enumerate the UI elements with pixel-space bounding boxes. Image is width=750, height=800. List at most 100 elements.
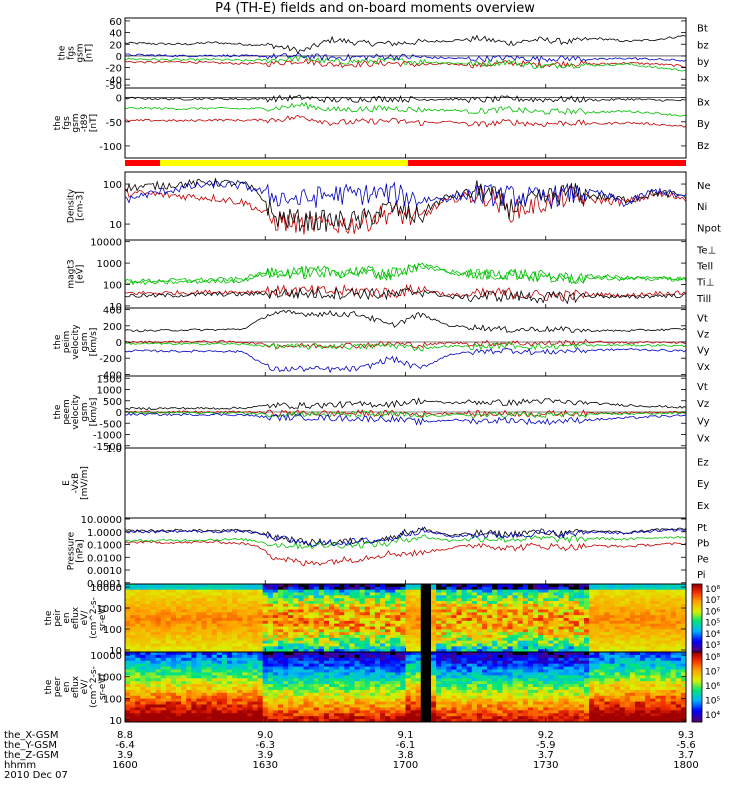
y-axis-label: -t89: [80, 114, 90, 133]
y-axis-label: fgs: [67, 46, 77, 60]
y-axis-label: sr-eV): [98, 674, 108, 700]
y-tick-label: -50: [106, 81, 122, 92]
panel-frame: [124, 171, 687, 241]
y-axis-label: en: [62, 681, 72, 692]
y-tick-label: 10: [109, 646, 122, 657]
y-tick-label: 1000: [97, 386, 122, 397]
y-tick-label: 400: [103, 306, 122, 317]
y-axis-label: en: [62, 612, 72, 623]
y-tick-label: -500: [99, 419, 122, 430]
series-line-npot: [125, 180, 686, 209]
series-line-te: [125, 283, 686, 302]
x-tick-label: 3.7: [678, 750, 694, 761]
colorbar-tick-label: 10⁴: [705, 630, 720, 640]
y-axis-label: [cm-3]: [76, 191, 86, 221]
legend-label: Ni: [697, 202, 707, 213]
legend-label: Ti⊥: [696, 278, 714, 289]
panel-peer-en-eflux: 10⁸ 10⁷ 10⁶ 10⁵ 10⁴ 10000 1000 100 10 the peer en ef…: [44, 651, 720, 727]
series-line-vy: [125, 342, 686, 352]
y-axis-label: the: [44, 610, 54, 625]
x-tick-label: 3.9: [257, 750, 273, 761]
y-tick-label: -400: [99, 370, 122, 381]
legend-label: Vy: [697, 416, 710, 427]
colorbar: 10⁸ 10⁷ 10⁶ 10⁵ 10⁴: [691, 651, 720, 723]
legend-label: Ne: [697, 181, 711, 192]
legend-label: Vz: [697, 399, 709, 410]
panel-pressure: Pt Pb Pe Pi 10.0000 1.0000 0.10000.0100 0.0010 0…: [67, 515, 710, 590]
y-axis-label: [nT]: [85, 44, 95, 62]
y-axis-label: (cm^2-s-: [89, 597, 99, 639]
y-tick-label: -100: [99, 142, 122, 153]
series-line-bz: [125, 114, 686, 128]
x-tick-label: 1600: [112, 760, 137, 771]
y-tick-label: -200: [99, 354, 122, 365]
colorbar-tick-label: 10⁶: [705, 607, 720, 617]
x-axis-row-label: hhmm: [4, 760, 36, 771]
series-line-pt: [125, 526, 686, 546]
y-axis-label: peem: [62, 399, 72, 425]
panel-frame: [124, 447, 687, 519]
y-axis-label: eflux: [71, 675, 81, 698]
y-tick-label: 0.0100: [87, 553, 122, 564]
y-axis-label: peim: [62, 331, 72, 354]
y-tick-label: 10: [109, 220, 122, 231]
x-tick-label: 3.8: [398, 750, 414, 761]
legend-label: Bt: [697, 24, 708, 35]
y-axis-label: [eV]: [76, 265, 86, 284]
y-axis-label: [mV/m]: [80, 466, 90, 500]
y-tick-label: -1500: [93, 442, 122, 453]
colorbar-tick-label: 10⁷: [705, 668, 720, 678]
panel-frame: [124, 17, 687, 89]
y-tick-label: 1000: [97, 604, 122, 615]
legend-label: Pt: [697, 523, 707, 534]
series-line-vt: [125, 309, 686, 333]
y-tick-label: 60: [109, 17, 122, 28]
colorbar-tick-label: 10⁶: [705, 682, 720, 692]
series-line-vt: [125, 397, 686, 411]
y-axis-label: the: [53, 334, 63, 349]
y-axis-label: the: [58, 45, 68, 60]
y-tick-label: 10000: [90, 651, 122, 662]
legend-label: by: [697, 57, 709, 68]
series-line-pi: [125, 526, 686, 548]
x-tick-label: -5.9: [536, 740, 556, 751]
panel-efs-vxb: Ez Ey Ex 1.0 E -VxB [mV/m]: [62, 444, 709, 519]
y-tick-label: 100: [103, 281, 122, 292]
mode-bar: [125, 160, 686, 166]
spectrogram: [125, 652, 687, 723]
colorbar-tick-label: 10⁵: [705, 697, 720, 707]
mode-bar-segment: [408, 160, 686, 166]
y-axis-label: eV/: [80, 610, 90, 626]
series-line-vz: [125, 338, 686, 349]
panel-peim-velocity: Vt Vz Vy Vx 400 200 0 -200 -400 the peim velocity gs…: [53, 306, 710, 382]
colorbar-tick-label: 10⁵: [705, 619, 720, 629]
series-line-by: [125, 55, 686, 72]
x-tick-label: 1630: [253, 760, 278, 771]
y-tick-label: 0: [116, 338, 122, 349]
series-line-ne: [125, 183, 686, 235]
y-axis-label: [km/s]: [89, 328, 99, 357]
y-axis-label: [km/s]: [89, 398, 99, 427]
y-tick-label: 100: [103, 180, 122, 191]
x-tick-label: 3.9: [117, 750, 133, 761]
y-tick-label: 100: [103, 625, 122, 636]
panel-frame: [124, 239, 687, 309]
series-line-tell: [125, 286, 686, 305]
y-tick-label: 20: [109, 40, 122, 51]
y-tick-label: 0: [116, 408, 122, 419]
series-line-bt: [125, 34, 686, 55]
legend-label: Vt: [697, 313, 708, 324]
legend-label: bz: [697, 40, 709, 51]
y-tick-label: -50: [106, 118, 122, 129]
series-line-vx: [125, 412, 686, 426]
y-axis-label: [nPa]: [76, 539, 86, 562]
panel-frame: [124, 517, 687, 585]
y-tick-label: -20: [106, 64, 122, 75]
legend-label: bx: [697, 74, 709, 85]
y-axis-label: sr-eV): [98, 605, 108, 631]
y-axis-label: the: [53, 115, 63, 130]
y-axis-label: E: [62, 480, 72, 486]
x-tick-label: -5.6: [676, 740, 696, 751]
legend-label: Ez: [697, 457, 709, 468]
